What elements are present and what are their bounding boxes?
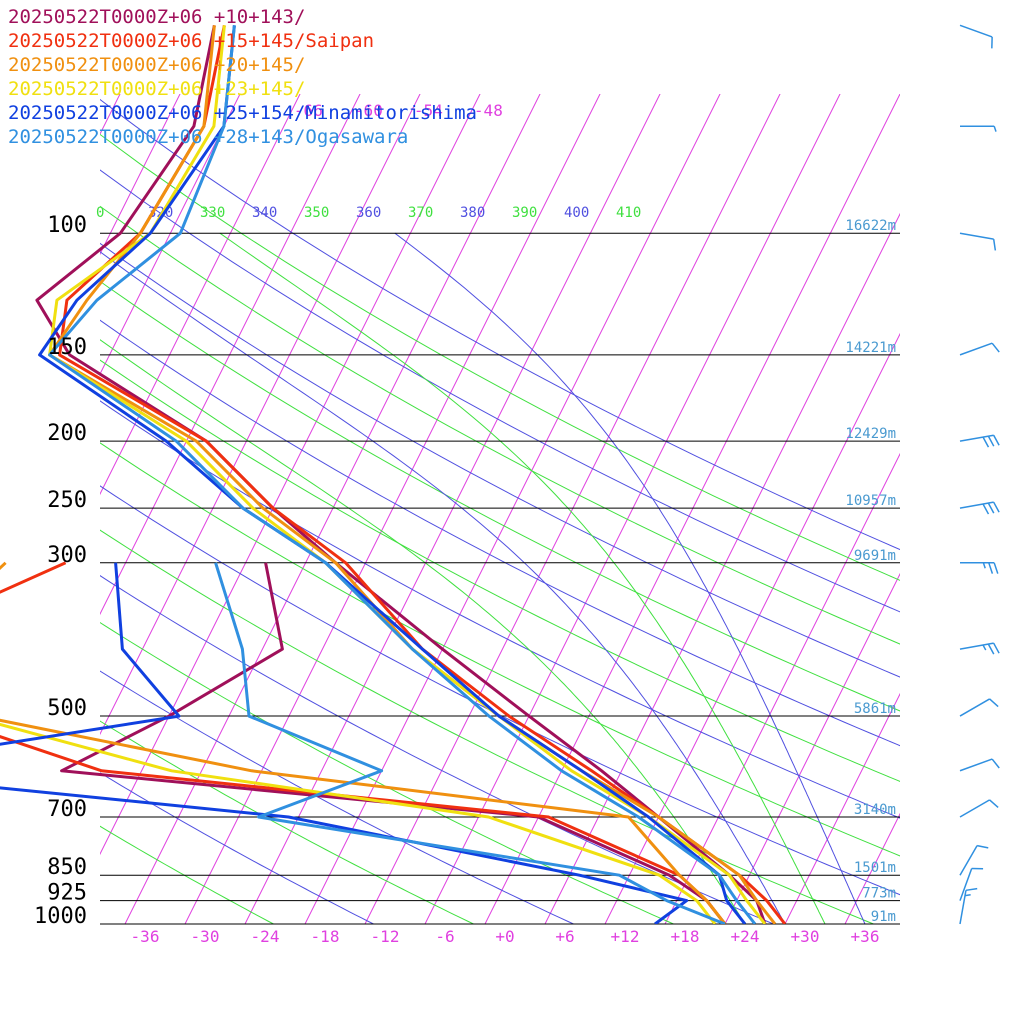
height-label: 3140m [854, 802, 896, 818]
theta-label: 340 [252, 205, 277, 221]
temperature-tick-label: -12 [371, 927, 400, 946]
wind-barb-flag [983, 504, 988, 514]
wind-barb-staff [960, 846, 977, 876]
temperature-tick-label: +0 [495, 927, 514, 946]
wind-barb-flag [966, 889, 977, 891]
legend: 20250522T0000Z+06 +10+143/20250522T0000Z… [8, 6, 477, 148]
wind-barb-staff [960, 759, 992, 771]
legend-entry: 20250522T0000Z+06 +28+143/Ogasawara [8, 126, 408, 148]
temperature-tick-label: +12 [611, 927, 640, 946]
wind-barb-staff [960, 343, 992, 355]
wind-barb-flag [983, 437, 988, 447]
wind-barb-flag [988, 436, 993, 446]
isotherm-line [725, 0, 1024, 924]
isotherm-line [0, 0, 8, 924]
theta-label: 350 [304, 205, 329, 221]
wind-barb-flag [994, 239, 996, 250]
wind-barb-flag [990, 800, 999, 808]
dewpoint-profile-line [0, 563, 715, 924]
wind-barb-flag [988, 503, 993, 513]
pressure-label: 700 [47, 797, 87, 822]
wind-barb-flag [994, 502, 999, 512]
height-label: 91m [871, 909, 896, 925]
pressure-label: 1000 [34, 904, 87, 929]
wind-barb-flag [994, 563, 998, 574]
wind-barb-flag [994, 435, 999, 445]
moist-adiabat-grid [0, 233, 865, 924]
theta-label: 380 [460, 205, 485, 221]
temperature-tick-label: -18 [311, 927, 340, 946]
height-label: 10957m [845, 493, 896, 509]
isotherm-line [905, 0, 1024, 924]
pressure-label: 150 [47, 335, 87, 360]
temperature-tick-label: -36 [131, 927, 160, 946]
legend-entry: 20250522T0000Z+06 +15+145/Saipan [8, 30, 374, 52]
temperature-tick-label: -30 [191, 927, 220, 946]
theta-label: 410 [616, 205, 641, 221]
wind-barb-half-flag [965, 895, 971, 896]
isotherm-line [845, 0, 1024, 924]
wind-barb-flag [990, 699, 999, 707]
temperature-tick-label: -6 [435, 927, 454, 946]
pressure-label: 500 [47, 696, 87, 721]
height-label: 14221m [845, 340, 896, 356]
theta-label: 330 [200, 205, 225, 221]
temperature-tick-label: -24 [251, 927, 280, 946]
wind-barbs [960, 25, 999, 924]
wind-barb-flag [992, 343, 999, 352]
pressure-label: 250 [47, 488, 87, 513]
height-label: 1501m [854, 860, 896, 876]
isotherm-line [425, 0, 908, 924]
dewpoint-profile-line [0, 563, 725, 924]
pressure-label: 925 [47, 881, 87, 906]
pressure-label: 850 [47, 855, 87, 880]
isotherm-line [545, 0, 1024, 924]
temperature-tick-label: +18 [671, 927, 700, 946]
wind-barb-half-flag [983, 563, 985, 568]
wind-barb-staff [960, 699, 990, 716]
wind-barb-flag [994, 643, 999, 653]
wind-barb-staff [960, 800, 990, 817]
wind-barb-staff [960, 25, 992, 37]
theta-label: 360 [356, 205, 381, 221]
height-label: 9691m [854, 548, 896, 564]
isotherm-line [965, 0, 1024, 924]
isotherm-line [605, 0, 1024, 924]
height-label: 5861m [854, 701, 896, 717]
temperature-tick-label: +24 [731, 927, 760, 946]
height-label: 12429m [845, 426, 896, 442]
pressure-label: 300 [47, 543, 87, 568]
wind-barb-staff [960, 233, 994, 239]
height-label: 16622m [845, 218, 896, 234]
legend-entry: 20250522T0000Z+06 +10+143/ [8, 6, 305, 28]
pressure-label: 200 [47, 421, 87, 446]
legend-entry: 20250522T0000Z+06 +20+145/ [8, 54, 305, 76]
wind-barb-flag [992, 759, 999, 768]
temperature-tick-label: +6 [555, 927, 574, 946]
wind-barb-half-flag [983, 645, 986, 650]
pressure-label: 100 [47, 213, 87, 238]
theta-label: 390 [512, 205, 537, 221]
legend-entry: 20250522T0000Z+06 +23+145/ [8, 78, 305, 100]
top-temperature-label: -48 [474, 101, 503, 120]
theta-label: 400 [564, 205, 589, 221]
wind-barb-flag [977, 846, 988, 848]
isotherm-line [485, 0, 968, 924]
temperature-tick-label: +30 [791, 927, 820, 946]
wind-barb-flag [989, 563, 993, 574]
theta-label: 370 [408, 205, 433, 221]
temperature-tick-label: +36 [851, 927, 880, 946]
theta-label: 0 [96, 205, 104, 221]
wind-barb-flag [988, 644, 993, 654]
temperature-profile-line [60, 25, 785, 924]
height-labels: 16622m 14221m 12429m 10957m 9691m 5861m 3140m 1… [845, 218, 896, 925]
sounding-series [0, 25, 785, 924]
height-label: 773m [862, 886, 896, 902]
wind-barb-half-flag [994, 126, 996, 131]
legend-entry: 20250522T0000Z+06 +25+154/Minamitorishim… [8, 102, 477, 124]
isotherm-line [665, 0, 1024, 924]
temperature-axis-labels: -36 -30 -24 -18 -12 -6 +0 +6 +12 +18 +24 +30 +36 [131, 927, 880, 946]
